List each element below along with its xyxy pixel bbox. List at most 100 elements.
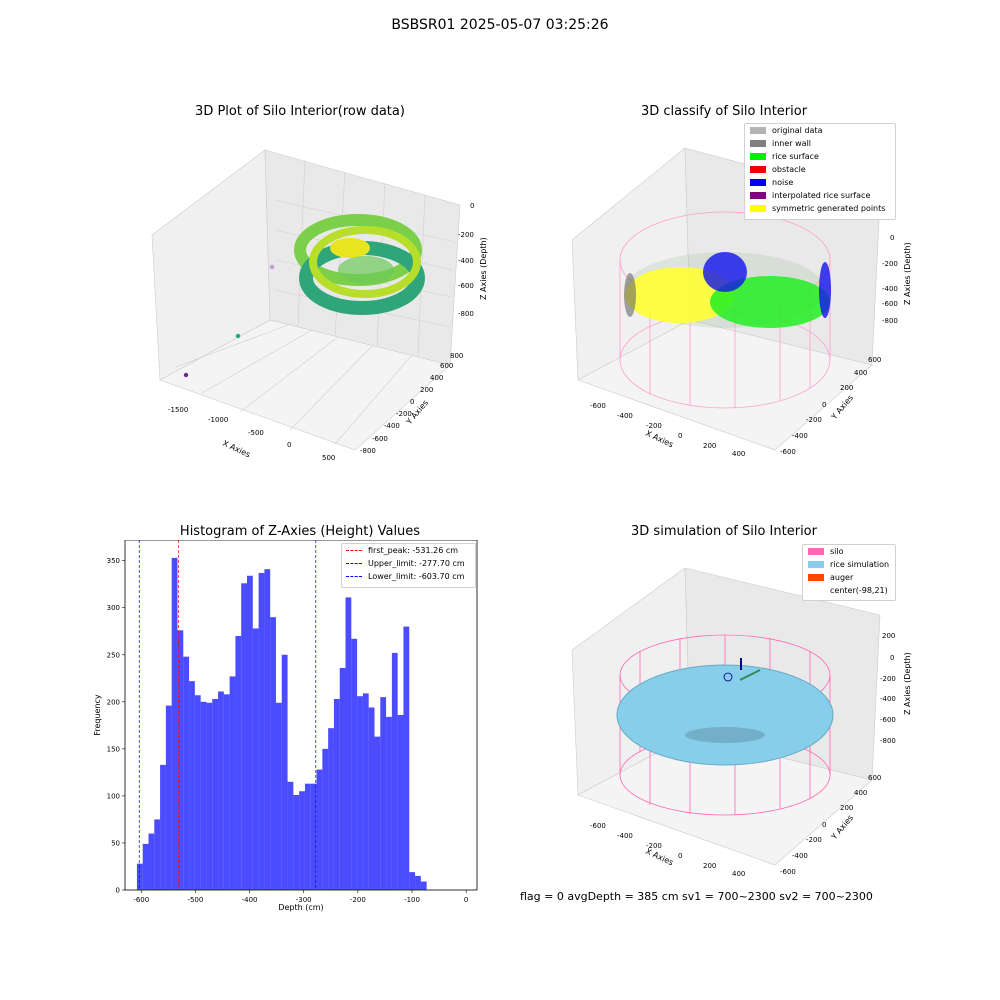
classify-floor-pane	[577, 319, 873, 451]
histogram-bar	[304, 783, 311, 890]
histogram-bar	[316, 769, 323, 890]
simulation-3d-plot: -600 -400 -200 0 200 400 X Axies -600 -4…	[571, 567, 912, 878]
classify-y-ticks: -600 -400 -200 0 200 400 600	[780, 356, 881, 456]
histogram-bar	[154, 819, 161, 890]
histogram-bar	[165, 705, 172, 890]
classify-legend: original data inner wall rice surface obsta…	[744, 123, 896, 220]
histogram-ytick-label: 100	[107, 792, 120, 800]
simulation-legend-swatch	[808, 587, 824, 594]
classify-noise-cluster	[703, 252, 747, 292]
simulation-ztick: -800	[880, 737, 896, 745]
classify-3d-plot: -600 -400 -200 0 200 400 X Axies -600 -4…	[571, 147, 912, 458]
raw-ztick: -200	[458, 231, 474, 239]
classify-x-ticks: -600 -400 -200 0 200 400	[590, 402, 745, 458]
classify-legend-swatch	[750, 205, 766, 212]
classify-xtick: -600	[590, 402, 606, 410]
classify-ytick: 400	[854, 369, 867, 377]
histogram-legend-item: first_peak: -531.26 cm	[342, 544, 475, 557]
histogram-bar	[328, 728, 334, 890]
histogram-bar	[136, 863, 143, 890]
classify-legend-label: noise	[772, 178, 794, 187]
histogram-bar	[351, 638, 358, 890]
histogram-bar	[200, 701, 207, 890]
histogram-bar	[235, 635, 242, 890]
classify-z-ticks: 0 -200 -400 -600 -800	[882, 234, 898, 325]
histogram-bar	[229, 676, 236, 890]
histogram-bar	[270, 617, 276, 890]
classify-ytick: 0	[822, 401, 826, 409]
raw-ztick: 0	[470, 202, 474, 210]
raw-z-axis-label: Z Axies (Depth)	[479, 237, 488, 300]
classify-ytick: -200	[806, 416, 822, 424]
classify-legend-swatch	[750, 140, 766, 147]
histogram-bar	[264, 569, 271, 890]
histogram-xtick-label: -200	[350, 896, 366, 904]
classify-legend-item: symmetric generated points	[745, 202, 895, 215]
simulation-ztick: -400	[880, 695, 896, 703]
classify-z-axis-label: Z Axies (Depth)	[903, 242, 912, 305]
raw-3d-plot: -1500 -1000 -500 0 500 X Axies -800 -600…	[151, 149, 488, 462]
classify-ztick: -800	[882, 317, 898, 325]
histogram-bar	[339, 667, 346, 890]
histogram-title: Histogram of Z-Axies (Height) Values	[179, 524, 421, 539]
histogram-legend-label: first_peak: -531.26 cm	[368, 546, 459, 555]
histogram-vlines	[138, 540, 317, 890]
raw-ytick: -600	[372, 435, 388, 443]
simulation-plot-title: 3D simulation of Silo Interior	[631, 524, 817, 539]
raw-ztick: -800	[458, 310, 474, 318]
classify-legend-label: inner wall	[772, 139, 812, 148]
histogram-legend-label: Upper_limit: -277.70 cm	[368, 559, 465, 568]
footer-stats: flag = 0 avgDepth = 385 cm sv1 = 700~230…	[520, 890, 873, 903]
histogram-legend-item: Upper_limit: -277.70 cm	[342, 557, 475, 570]
histogram-bar	[299, 791, 305, 890]
simulation-ztick: -200	[880, 675, 896, 683]
histogram-bar	[177, 630, 184, 890]
simulation-ztick: 200	[882, 632, 895, 640]
simulation-legend-item: auger	[803, 571, 895, 584]
raw-z-ticks: 0 -200 -400 -600 -800	[458, 202, 474, 318]
simulation-xtick: -600	[590, 822, 606, 830]
classify-ytick: 200	[840, 384, 853, 392]
histogram-bar	[281, 654, 288, 890]
simulation-legend-label: auger	[830, 573, 854, 582]
classify-ztick: -400	[882, 285, 898, 293]
histogram-y-ticks: 0 50 100 150 200 250 300 350	[107, 557, 125, 895]
classify-legend-label: original data	[772, 126, 823, 135]
raw-ytick: -200	[396, 410, 412, 418]
raw-ytick: 200	[420, 386, 433, 394]
histogram-bar	[293, 794, 300, 890]
classify-ytick: 600	[868, 356, 881, 364]
histogram-xtick-label: -500	[187, 896, 203, 904]
classify-xtick: 200	[703, 442, 716, 450]
raw-x-ticks: -1500 -1000 -500 0 500	[168, 406, 335, 462]
classify-legend-label: rice surface	[772, 152, 819, 161]
simulation-legend-label: center(-98,21)	[830, 586, 888, 595]
simulation-y-ticks: -600 -400 -200 0 200 400 600	[780, 774, 881, 876]
classify-plot-title: 3D classify of Silo Interior	[640, 104, 808, 119]
raw-ytick: 600	[440, 362, 453, 370]
histogram-xtick-label: -400	[242, 896, 258, 904]
histogram-ytick-label: 200	[107, 698, 120, 706]
classify-legend-swatch	[750, 192, 766, 199]
raw-outlier-point	[235, 333, 241, 339]
raw-ytick: 400	[430, 374, 443, 382]
raw-outlier-point	[269, 264, 275, 270]
histogram-bar	[252, 628, 259, 890]
classify-xtick: -400	[617, 412, 633, 420]
histogram-bar	[409, 872, 416, 890]
simulation-legend-label: silo	[830, 547, 844, 556]
histogram-bar	[415, 875, 421, 890]
simulation-xtick: -400	[617, 832, 633, 840]
simulation-xtick: -200	[646, 842, 662, 850]
histogram-bar	[287, 781, 294, 890]
simulation-ytick: 0	[822, 821, 826, 829]
histogram-xtick-label: -600	[133, 896, 149, 904]
simulation-legend-item: center(-98,21)	[803, 584, 895, 597]
classify-points	[624, 252, 831, 328]
histogram-bar	[247, 575, 253, 890]
classify-legend-item: inner wall	[745, 137, 895, 150]
histogram-x-axis-label: Depth (cm)	[278, 903, 323, 912]
classify-legend-swatch	[750, 127, 766, 134]
raw-ytick: 800	[450, 352, 463, 360]
raw-xtick: 0	[287, 441, 291, 449]
